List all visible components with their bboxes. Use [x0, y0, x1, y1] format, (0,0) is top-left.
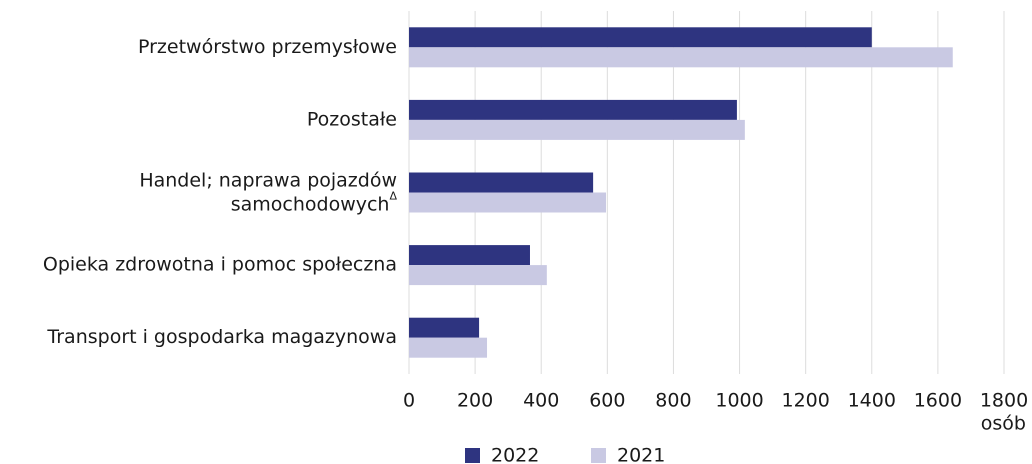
bar: [409, 119, 745, 140]
x-tick-label: 1600: [914, 390, 962, 412]
y-tick-label: Handel; naprawa pojazdów samochodowychΔ: [139, 169, 397, 215]
x-axis-unit: osób: [981, 413, 1026, 435]
y-tick-label: Opieka zdrowotna i pomoc społeczna: [43, 254, 397, 276]
x-tick-label: 1400: [848, 390, 896, 412]
x-tick-label: 200: [457, 390, 493, 412]
y-tick-label: Transport i gospodarka magazynowa: [46, 326, 397, 348]
legend-swatch: [465, 448, 480, 463]
y-tick-label: Przetwórstwo przemysłowe: [138, 36, 397, 58]
bar: [409, 99, 737, 120]
bar: [409, 265, 547, 286]
x-tick-label: 0: [403, 390, 415, 412]
bar: [409, 27, 872, 48]
legend-label: 2021: [617, 445, 665, 464]
grid: [408, 11, 1005, 374]
x-tick-label: 800: [655, 390, 691, 412]
bar: [409, 172, 594, 193]
legend-label: 2022: [491, 445, 539, 464]
x-tick-label: 1800: [980, 390, 1028, 412]
y-tick-label: Pozostałe: [307, 108, 397, 130]
x-tick-label: 1000: [715, 390, 763, 412]
x-tick-label: 1200: [781, 390, 829, 412]
bar: [409, 245, 530, 266]
bar: [409, 47, 953, 68]
bar: [409, 317, 480, 338]
legend-swatch: [591, 448, 606, 463]
bar: [409, 192, 607, 213]
x-tick-label: 600: [589, 390, 625, 412]
bar: [409, 337, 488, 358]
x-tick-label: 400: [523, 390, 559, 412]
